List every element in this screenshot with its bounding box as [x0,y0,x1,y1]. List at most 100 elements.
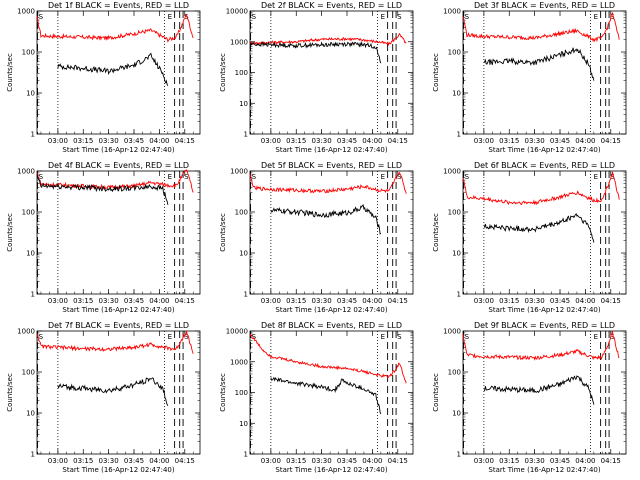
marker-letter: E [594,173,598,181]
events-series-line [483,47,595,81]
y-tick-label: 100 [448,49,461,57]
x-axis-label: Start Time (16-Apr-12 02:47:40) [488,466,600,474]
marker-letter: E [594,13,598,21]
x-tick-label: 04:00 [149,137,169,145]
events-series-line [36,174,169,205]
events-series-line [483,213,595,243]
lld-series-line [36,13,194,43]
x-axis-label: Start Time (16-Apr-12 02:47:40) [488,306,600,314]
y-tick-label: 1000 [230,168,248,176]
lld-series-line [462,331,620,361]
y-tick-label: 100 [22,49,35,57]
chart-title: Det 9f BLACK = Events, RED = LLD [474,321,615,330]
plot-frame [249,170,414,295]
panel-svg: Det 7f BLACK = Events, RED = LLD 1 10 100 10… [6,321,201,474]
x-tick-label: 03:45 [124,297,144,305]
x-axis-label: Start Time (16-Apr-12 02:47:40) [275,146,387,154]
x-tick-label: 03:00 [474,137,494,145]
y-tick-label: 10 [452,410,461,418]
x-axis-label: Start Time (16-Apr-12 02:47:40) [62,146,174,154]
panel-svg: Det 8f BLACK = Events, RED = LLD 1 10 100 10… [219,321,414,474]
lld-series-line [249,32,407,47]
x-tick-label: 03:30 [525,457,545,465]
y-tick-label: 10 [26,90,35,98]
x-tick-label: 04:15 [175,137,195,145]
y-tick-label: 10 [239,100,248,108]
detector-panel: Det 1f BLACK = Events, RED = LLD 1 10 100 10… [0,0,213,160]
x-tick-label: 03:30 [525,137,545,145]
plot-frame [249,330,414,455]
marker-letter: S [252,13,257,21]
lld-series-line [462,171,620,206]
y-tick-label: 100 [235,209,248,217]
x-tick-label: 03:00 [48,137,68,145]
x-axis-label: Start Time (16-Apr-12 02:47:40) [62,306,174,314]
y-tick-label: 100 [22,209,35,217]
y-tick-label: 100 [235,69,248,77]
y-axis-label: Counts/sec [6,213,14,252]
plot-frame [36,170,201,295]
y-axis-label: Counts/sec [6,53,14,92]
lld-series-line [249,333,407,384]
marker-letter: E [381,333,385,341]
x-tick-label: 03:00 [474,457,494,465]
x-tick-label: 03:30 [99,297,119,305]
y-tick-label: 1 [457,131,461,139]
detector-panel: Det 3f BLACK = Events, RED = LLD 1 10 100 10… [426,0,639,160]
lld-series-line [462,12,620,43]
x-tick-label: 04:15 [388,297,408,305]
marker-letter: S [39,173,44,181]
chart-title: Det 2f BLACK = Events, RED = LLD [261,1,402,10]
x-tick-label: 03:15 [73,137,93,145]
y-tick-label: 10 [239,420,248,428]
detector-panel: Det 6f BLACK = Events, RED = LLD 1 10 100 10… [426,160,639,320]
y-tick-label: 1 [31,131,35,139]
marker-letter: E [594,333,598,341]
marker-letter: S [465,333,470,341]
marker-letter: S [184,333,189,341]
chart-title: Det 7f BLACK = Events, RED = LLD [48,321,189,330]
detector-panel: Det 4f BLACK = Events, RED = LLD 1 10 100 10… [0,160,213,320]
events-series-line [57,377,169,407]
panel-svg: Det 9f BLACK = Events, RED = LLD 1 10 100 10… [432,321,627,474]
y-axis-label: Counts/sec [219,213,227,252]
x-axis-label: Start Time (16-Apr-12 02:47:40) [275,306,387,314]
marker-letter: S [184,173,189,181]
x-axis-label: Start Time (16-Apr-12 02:47:40) [62,466,174,474]
y-tick-label: 1 [457,451,461,459]
y-tick-label: 1000 [230,358,248,366]
y-tick-label: 1000 [443,168,461,176]
detector-panel: Det 8f BLACK = Events, RED = LLD 1 10 100 10… [213,320,426,480]
y-tick-label: 1 [244,131,248,139]
y-axis-label: Counts/sec [219,53,227,92]
y-tick-label: 1 [457,291,461,299]
y-tick-label: 1000 [17,8,35,16]
x-tick-label: 03:30 [525,297,545,305]
y-tick-label: 100 [22,369,35,377]
x-tick-label: 04:00 [575,137,595,145]
x-tick-label: 03:00 [474,297,494,305]
y-axis-label: Counts/sec [432,213,440,252]
events-series-line [57,52,169,87]
x-tick-label: 03:15 [286,137,306,145]
x-tick-label: 03:15 [286,297,306,305]
marker-letter: E [168,13,172,21]
panel-svg: Det 2f BLACK = Events, RED = LLD 1 10 100 10… [219,1,414,154]
chart-title: Det 5f BLACK = Events, RED = LLD [261,161,402,170]
y-tick-label: 1 [31,291,35,299]
y-tick-label: 10 [239,250,248,258]
plot-frame [462,10,627,135]
x-tick-label: 04:15 [601,137,621,145]
y-tick-label: 10000 [226,8,248,16]
marker-letter: S [397,333,402,341]
x-tick-label: 04:00 [362,297,382,305]
x-tick-label: 04:15 [601,457,621,465]
x-tick-label: 03:15 [499,457,519,465]
y-axis-label: Counts/sec [432,53,440,92]
marker-letter: S [397,13,402,21]
y-tick-label: 10 [26,410,35,418]
chart-title: Det 6f BLACK = Events, RED = LLD [474,161,615,170]
x-tick-label: 03:15 [286,457,306,465]
y-tick-label: 100 [448,209,461,217]
x-tick-label: 04:00 [575,297,595,305]
